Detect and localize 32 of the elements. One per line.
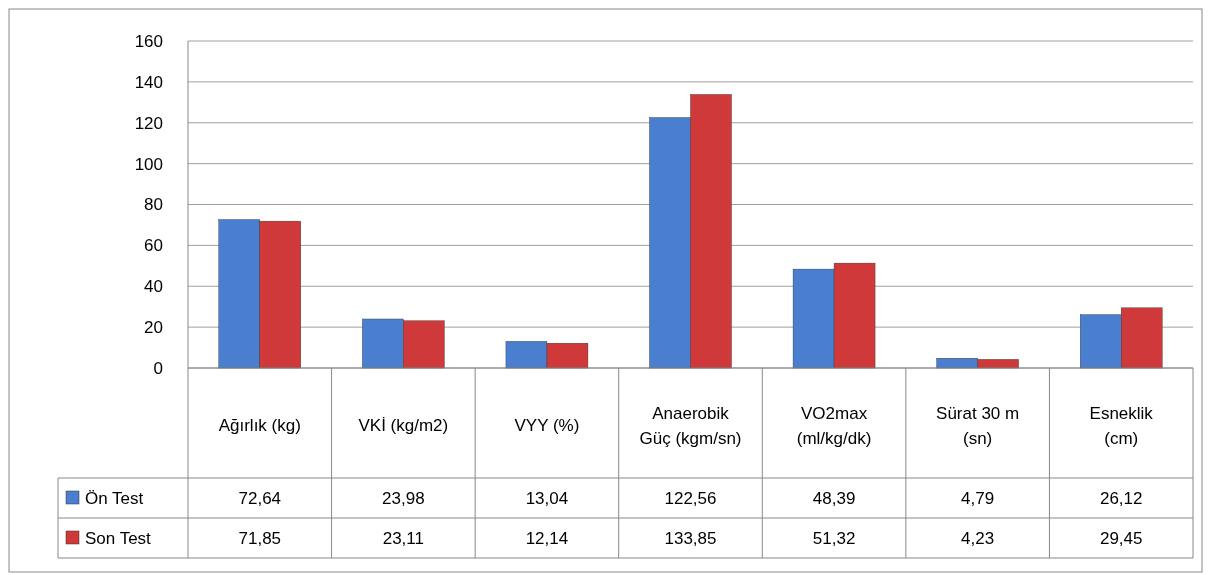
y-tick-label: 60 <box>144 236 163 256</box>
data-label: 23,98 <box>382 488 425 508</box>
x-tick-label: Ağırlık (kg) <box>218 416 301 435</box>
data-label: 4,79 <box>961 488 995 508</box>
legend-label: Son Test <box>85 528 152 548</box>
data-label: 23,11 <box>382 528 424 548</box>
data-label: 71,85 <box>238 528 282 548</box>
data-label: 133,85 <box>664 528 717 548</box>
data-label: 26,12 <box>1099 488 1143 508</box>
legend-label: Ön Test <box>85 488 144 508</box>
y-tick-label: 120 <box>134 113 163 133</box>
x-tick-label: Esneklik (cm) <box>1089 403 1154 448</box>
x-tick-label: VYY (%) <box>514 416 580 435</box>
data-label: 4,23 <box>961 528 995 548</box>
x-tick-label: VO2max (ml/kg/dk) <box>796 403 872 448</box>
data-label: 12,14 <box>525 528 569 548</box>
x-tick-label: VKİ (kg/m2) <box>358 416 449 435</box>
data-label: 122,56 <box>664 488 717 508</box>
data-label: 29,45 <box>1099 528 1143 548</box>
y-tick-label: 20 <box>144 318 163 338</box>
y-tick-label: 100 <box>134 154 163 174</box>
x-tick-label: Sürat 30 m (sn) <box>936 403 1020 448</box>
y-tick-label: 80 <box>144 195 163 215</box>
y-tick-label: 160 <box>134 31 163 51</box>
data-label: 13,04 <box>525 488 569 508</box>
data-label: 72,64 <box>238 488 282 508</box>
y-tick-label: 40 <box>144 277 163 297</box>
x-tick-label: Anaerobik Güç (kgm/sn) <box>639 403 742 448</box>
y-tick-label: 0 <box>153 358 163 378</box>
data-label: 51,32 <box>812 528 856 548</box>
y-tick-label: 140 <box>134 72 163 92</box>
data-label: 48,39 <box>812 488 856 508</box>
